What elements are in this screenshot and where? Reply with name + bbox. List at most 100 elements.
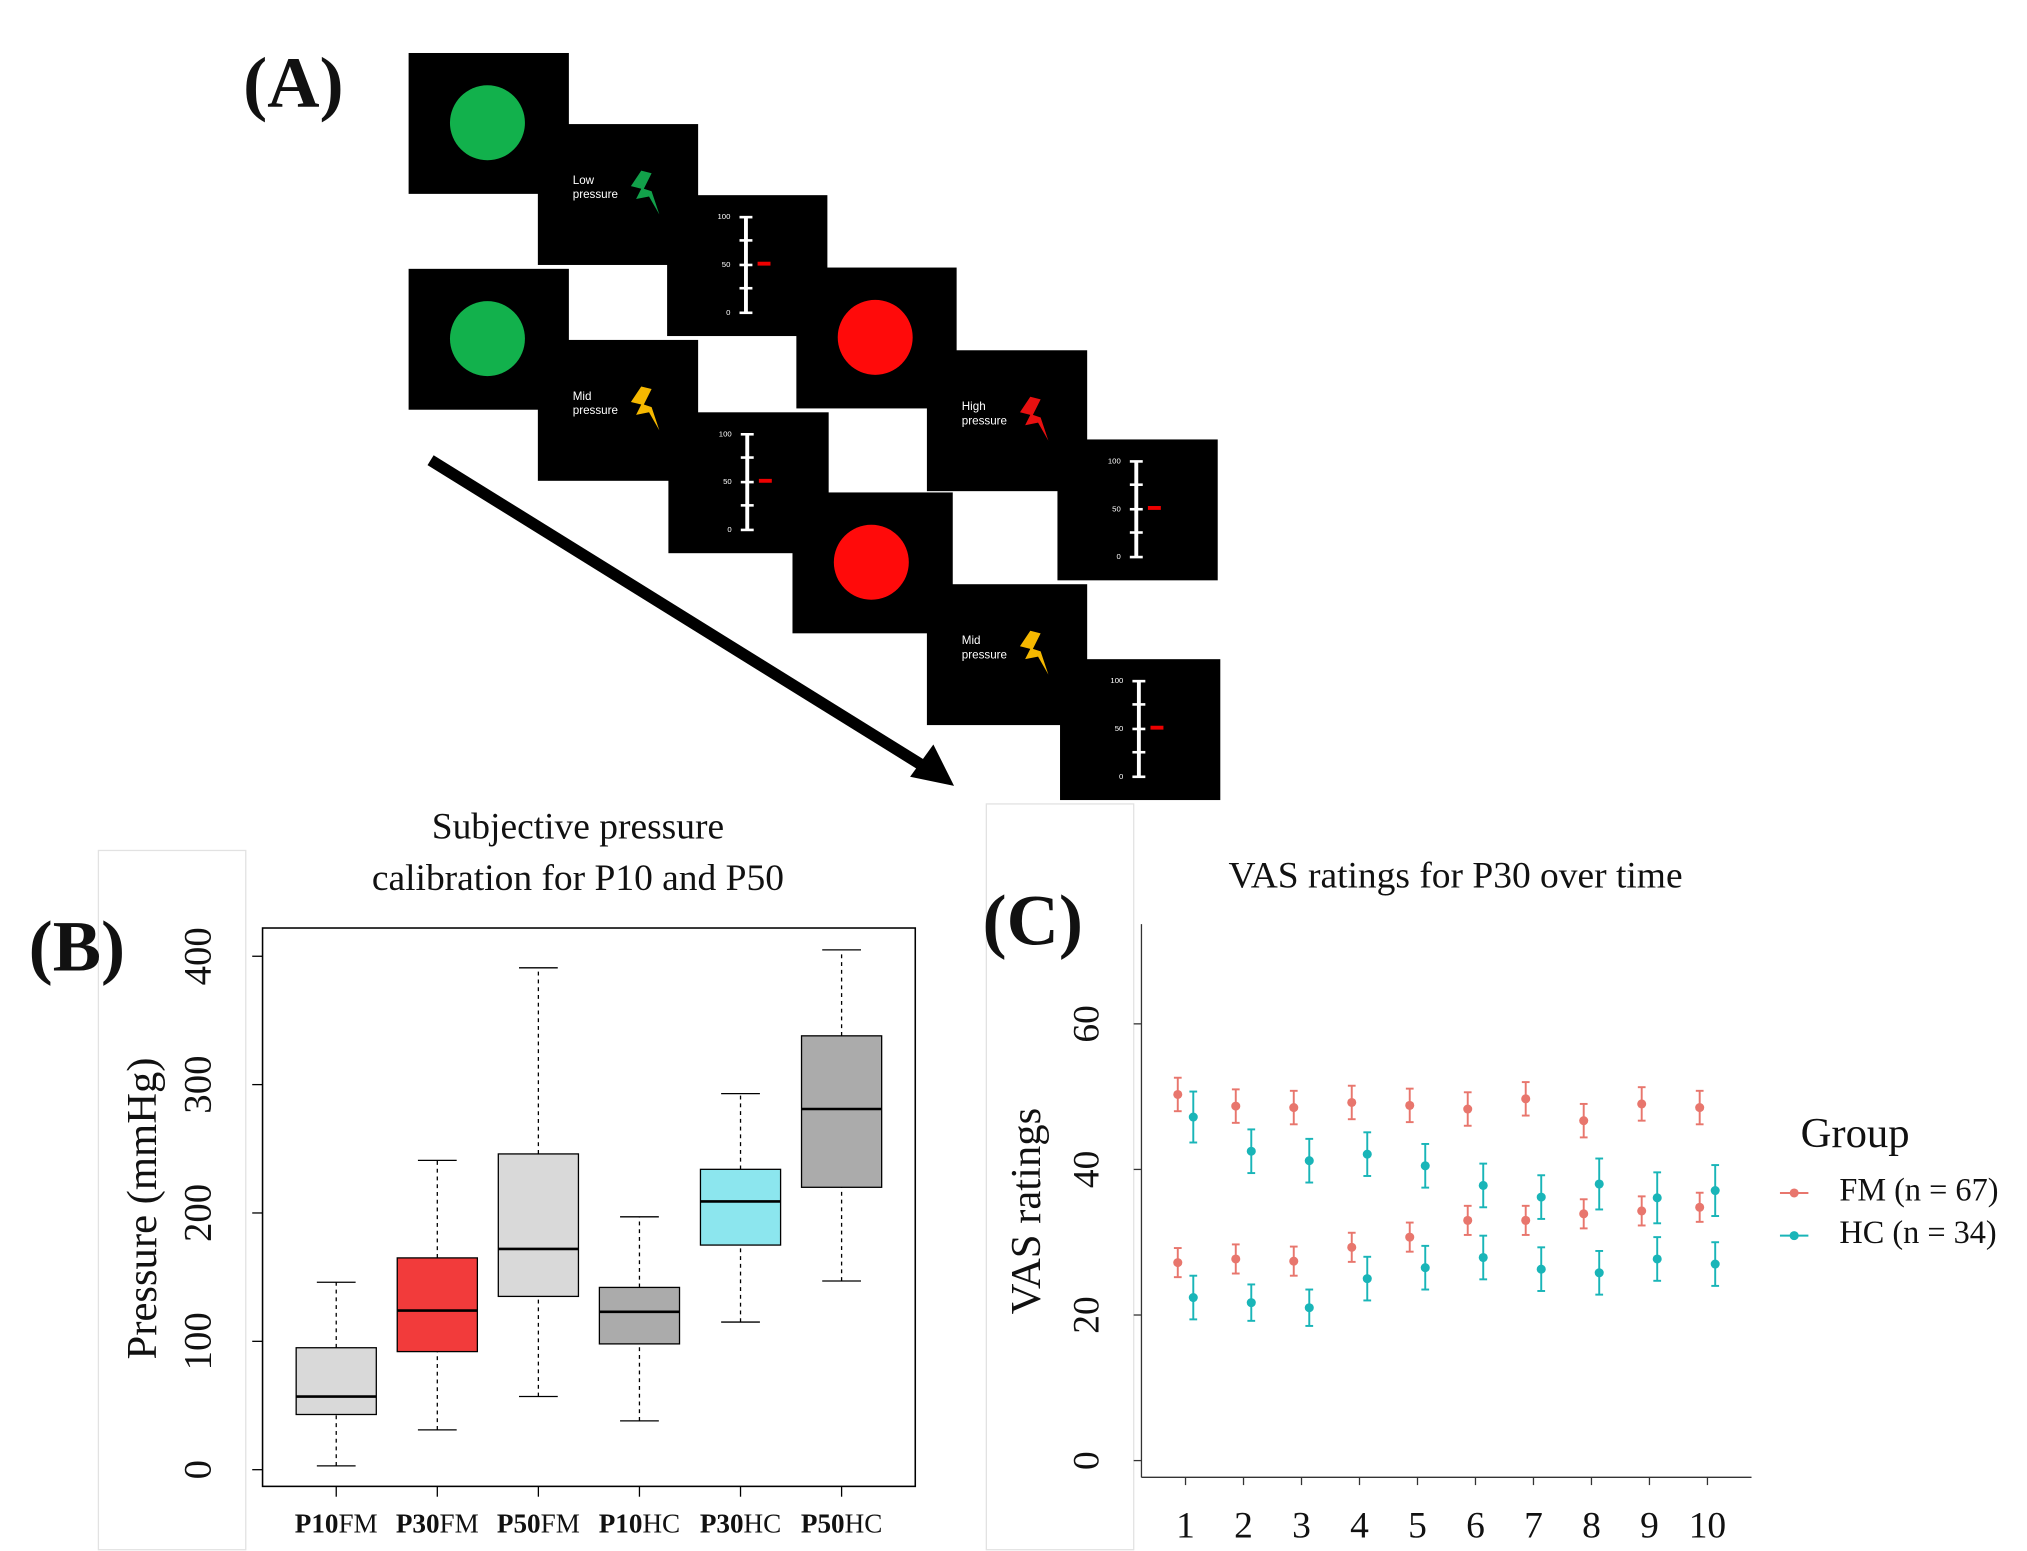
point <box>1579 1209 1589 1219</box>
point <box>1637 1206 1647 1216</box>
y-tick-label: 200 <box>177 1184 220 1242</box>
point <box>1231 1101 1241 1111</box>
frame <box>97 849 247 1551</box>
point <box>1478 1180 1488 1190</box>
point <box>1463 1215 1473 1225</box>
x-tick-label: P50HC <box>801 1509 882 1539</box>
point <box>1652 1193 1662 1203</box>
y-tick-label: 20 <box>1066 1296 1107 1333</box>
point <box>1536 1264 1546 1274</box>
point <box>1347 1097 1357 1107</box>
point <box>1188 1293 1198 1303</box>
box <box>800 1035 883 1188</box>
point <box>1246 1298 1256 1308</box>
point <box>1173 1089 1183 1099</box>
chart-title: VAS ratings for P30 over time <box>1228 855 1682 896</box>
plot-frame <box>261 927 917 1488</box>
cue-circle <box>449 85 525 161</box>
bolt <box>630 386 660 431</box>
point <box>1188 1112 1198 1122</box>
box <box>497 1153 580 1298</box>
legend-label: HC (n = 34) <box>1839 1214 1996 1250</box>
x-tick-label: 9 <box>1640 1506 1659 1547</box>
scale-label: 50 <box>722 260 731 269</box>
point <box>1362 1149 1372 1159</box>
x-tick-label: 8 <box>1582 1506 1601 1547</box>
panel-label: (C) <box>982 881 1082 961</box>
panel-label: (B) <box>29 906 125 986</box>
point <box>1594 1268 1604 1278</box>
point <box>1289 1256 1299 1266</box>
point <box>1173 1258 1183 1268</box>
cue-text: High <box>962 400 986 413</box>
y-tick-label: 60 <box>1066 1005 1107 1042</box>
scale-label: 50 <box>1112 504 1121 513</box>
legend-label: FM (n = 67) <box>1839 1171 1998 1207</box>
cue-text: Mid <box>962 634 981 647</box>
legend-key <box>1789 1231 1799 1241</box>
y-tick-label: 100 <box>177 1312 220 1370</box>
point <box>1521 1094 1531 1104</box>
x-tick-label: P30HC <box>700 1509 781 1539</box>
point <box>1652 1254 1662 1264</box>
x-tick-label: P30FM <box>396 1509 479 1539</box>
panel-label: (A) <box>243 43 343 123</box>
frame <box>985 803 1135 1551</box>
scale-label: 50 <box>1115 724 1124 733</box>
y-tick-label: 400 <box>177 927 220 985</box>
point <box>1231 1254 1241 1264</box>
box <box>598 1286 681 1345</box>
cue-circle <box>833 524 909 600</box>
cue-text: pressure <box>962 414 1007 427</box>
point <box>1246 1146 1256 1156</box>
cue-text: Low <box>573 174 595 187</box>
x-tick-label: 5 <box>1408 1506 1427 1547</box>
box <box>396 1257 479 1353</box>
y-axis-label: Pressure (mmHg) <box>119 1057 166 1359</box>
point <box>1579 1116 1589 1126</box>
point <box>1710 1186 1720 1196</box>
cue-text: Mid <box>573 390 592 403</box>
point <box>1289 1103 1299 1113</box>
point <box>1536 1192 1546 1202</box>
x-tick-label: P50FM <box>497 1509 580 1539</box>
x-tick-label: 1 <box>1176 1506 1195 1547</box>
cue-circle <box>837 299 913 375</box>
point <box>1347 1242 1357 1252</box>
box <box>295 1347 377 1416</box>
point <box>1637 1099 1647 1109</box>
x-tick-label: 7 <box>1524 1506 1543 1547</box>
scale-label: 0 <box>1116 552 1120 561</box>
point <box>1695 1103 1705 1113</box>
y-tick-label: 0 <box>1066 1451 1107 1470</box>
legend-title: Group <box>1801 1110 1910 1157</box>
scale-label: 0 <box>1119 772 1123 781</box>
point <box>1478 1252 1488 1263</box>
chart-title: Subjective pressure <box>432 806 724 847</box>
point <box>1420 1161 1430 1171</box>
point <box>1710 1259 1720 1269</box>
x-tick-label: 6 <box>1466 1506 1485 1547</box>
point <box>1405 1100 1415 1110</box>
time-arrow <box>427 455 932 774</box>
scale-label: 100 <box>1110 676 1123 685</box>
point <box>1420 1263 1430 1273</box>
point <box>1304 1303 1314 1313</box>
scale-label: 0 <box>726 308 730 317</box>
point <box>1695 1202 1705 1212</box>
y-tick-label: 40 <box>1066 1151 1107 1188</box>
x-tick-label: P10HC <box>599 1509 680 1539</box>
y-tick-label: 300 <box>177 1056 220 1114</box>
x-tick-label: P10FM <box>295 1509 378 1539</box>
box <box>699 1168 782 1246</box>
scale-label: 100 <box>718 212 731 221</box>
cue-text: pressure <box>573 188 618 201</box>
point <box>1594 1179 1604 1189</box>
x-tick-label: 10 <box>1689 1506 1726 1547</box>
arrow-head <box>910 744 955 786</box>
bolt <box>630 170 660 215</box>
cue-text: pressure <box>962 648 1007 661</box>
